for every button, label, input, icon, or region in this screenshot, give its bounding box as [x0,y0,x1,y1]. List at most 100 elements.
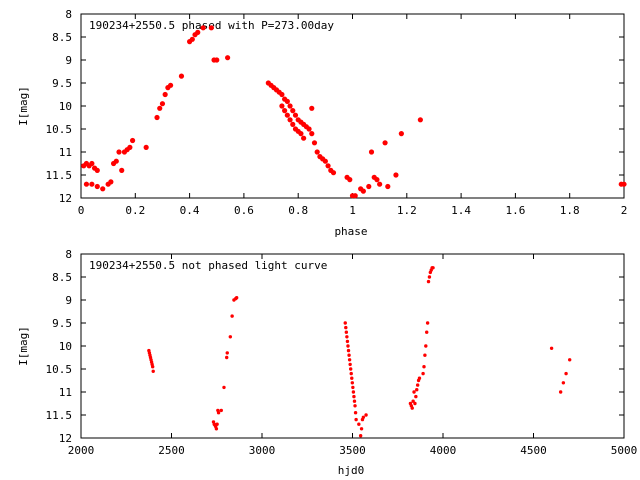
phased-data-point [284,98,290,104]
phased-data-point [157,105,163,111]
phased-data-point [94,167,100,173]
phased-data-point [89,181,95,187]
unphased-data-point [421,371,425,376]
phased-x-axis-label: phase [334,225,367,238]
unphased-data-point [228,335,233,339]
phased-data-point [377,181,383,187]
unphased-data-point [222,385,226,390]
unphased-data-point [351,390,356,394]
phased-data-point [113,158,119,164]
unphased-data-point [357,422,361,426]
unphased-data-point [353,404,357,408]
unphased-data-point [344,325,348,330]
phased-data-point [119,167,125,173]
unphased-y-tick-label: 8 [65,248,72,261]
unphased-data-point [411,399,415,403]
phased-y-tick-label: 9.5 [52,77,72,90]
unphased-y-tick-label: 11.5 [46,409,73,422]
unphased-y-tick-label: 8.5 [52,271,72,284]
unphased-data-point [214,427,219,431]
phased-data-point [167,82,174,88]
unphased-data-point [354,417,358,422]
phased-data-point [298,131,304,137]
phased-data-point [189,36,195,42]
unphased-data-point [358,434,363,438]
phased-x-tick-label: 0.6 [234,204,254,217]
unphased-data-point [412,390,416,394]
phased-data-point [89,160,95,167]
unphased-data-point [347,353,351,357]
unphased-data-point [219,408,223,413]
unphased-data-point [427,275,432,279]
phased-x-tick-label: 0.2 [125,204,145,217]
unphased-data-point [349,371,353,376]
unphased-data-point [422,365,426,369]
unphased-x-tick-label: 3500 [339,444,366,457]
unphased-data-point [424,344,428,348]
phased-data-point [154,114,160,121]
phased-data-point [309,131,315,137]
unphased-x-axis-label: hjd0 [338,464,365,477]
phased-data-point [94,183,100,190]
unphased-data-point [230,314,234,318]
phased-data-point [330,170,337,176]
phased-data-point [398,131,404,137]
unphased-data-point [417,376,422,380]
unphased-data-point [423,353,427,357]
phased-y-tick-label: 8.5 [52,31,72,44]
phased-y-tick-label: 11.5 [46,169,73,182]
unphased-data-point [348,367,353,371]
phased-x-tick-label: 1.8 [560,204,580,217]
unphased-data-point [410,406,414,410]
phased-data-point [417,117,423,123]
phased-x-tick-label: 2 [621,204,628,217]
phased-data-point [279,91,285,98]
unphased-data-point [561,381,566,385]
unphased-data-point [431,266,435,270]
unphased-data-point [344,330,349,334]
unphased-data-point [215,422,219,426]
unphased-y-tick-label: 10.5 [46,363,73,376]
unphased-x-tick-label: 2000 [68,444,95,457]
phased-y-tick-label: 8 [65,8,72,21]
unphased-data-point [425,330,429,334]
phased-data-point [311,140,318,146]
phased-x-tick-label: 1.2 [397,204,417,217]
phased-data-point [368,149,375,155]
phased-data-point [127,144,133,150]
unphased-data-point [558,390,563,394]
phased-data-point [306,126,312,132]
phased-data-point [347,177,353,183]
unphased-y-tick-label: 11 [59,386,72,399]
unphased-y-tick-label: 12 [59,432,72,445]
phased-data-point [282,108,288,114]
phased-y-axis-label: I[mag] [17,86,30,126]
phased-data-point [178,73,185,79]
phased-data-point [143,144,149,150]
unphased-data-point [350,376,354,380]
unphased-data-point [216,411,221,415]
unphased-data-point [350,381,355,385]
phased-data-point [352,193,358,199]
unphased-data-point [225,355,229,360]
unphased-data-point [414,394,418,399]
unphased-data-point [348,362,352,367]
phased-data-point [322,158,328,164]
phased-data-point [284,112,290,118]
unphased-plot-title: 190234+2550.5 not phased light curve [89,259,327,272]
phased-y-tick-label: 10 [59,100,72,113]
phased-data-point [385,183,391,190]
unphased-data-point [347,358,352,362]
phased-data-point [382,140,388,146]
unphased-data-point [345,339,350,344]
phased-data-point [162,91,168,98]
phased-data-point [116,149,122,155]
phased-data-point [100,186,106,192]
phased-data-point [309,105,315,111]
unphased-x-tick-label: 4500 [520,444,547,457]
phased-data-point [108,179,114,185]
unphased-x-tick-label: 4000 [430,444,457,457]
phased-data-point [393,172,399,178]
phased-data-point [290,108,296,114]
